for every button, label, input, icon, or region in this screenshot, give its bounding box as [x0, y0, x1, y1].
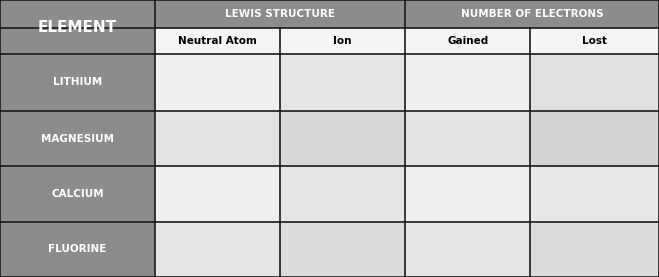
Bar: [155, 166, 280, 222]
Bar: [280, 222, 405, 277]
Bar: [155, 28, 280, 54]
Bar: [0, 111, 155, 166]
Text: LITHIUM: LITHIUM: [53, 77, 102, 88]
Text: Lost: Lost: [583, 36, 607, 46]
Bar: [530, 166, 659, 222]
Text: NUMBER OF ELECTRONS: NUMBER OF ELECTRONS: [461, 9, 604, 19]
Bar: [530, 222, 659, 277]
Bar: [155, 54, 280, 111]
Bar: [280, 54, 405, 111]
Text: MAGNESIUM: MAGNESIUM: [41, 134, 114, 143]
Bar: [155, 0, 405, 28]
Bar: [0, 54, 155, 111]
Bar: [530, 54, 659, 111]
Text: Neutral Atom: Neutral Atom: [178, 36, 257, 46]
Bar: [405, 111, 530, 166]
Text: Gained: Gained: [447, 36, 488, 46]
Bar: [405, 166, 530, 222]
Bar: [530, 28, 659, 54]
Text: Ion: Ion: [333, 36, 352, 46]
Bar: [530, 111, 659, 166]
Bar: [405, 222, 530, 277]
Bar: [405, 54, 530, 111]
Bar: [155, 111, 280, 166]
Bar: [280, 111, 405, 166]
Bar: [405, 0, 659, 28]
Text: LEWIS STRUCTURE: LEWIS STRUCTURE: [225, 9, 335, 19]
Bar: [280, 166, 405, 222]
Bar: [0, 222, 155, 277]
Bar: [0, 166, 155, 222]
Text: ELEMENT: ELEMENT: [38, 19, 117, 35]
Text: FLUORINE: FLUORINE: [48, 244, 107, 254]
Bar: [155, 222, 280, 277]
Text: CALCIUM: CALCIUM: [51, 189, 103, 199]
Bar: [0, 0, 155, 54]
Bar: [405, 28, 530, 54]
Bar: [280, 28, 405, 54]
